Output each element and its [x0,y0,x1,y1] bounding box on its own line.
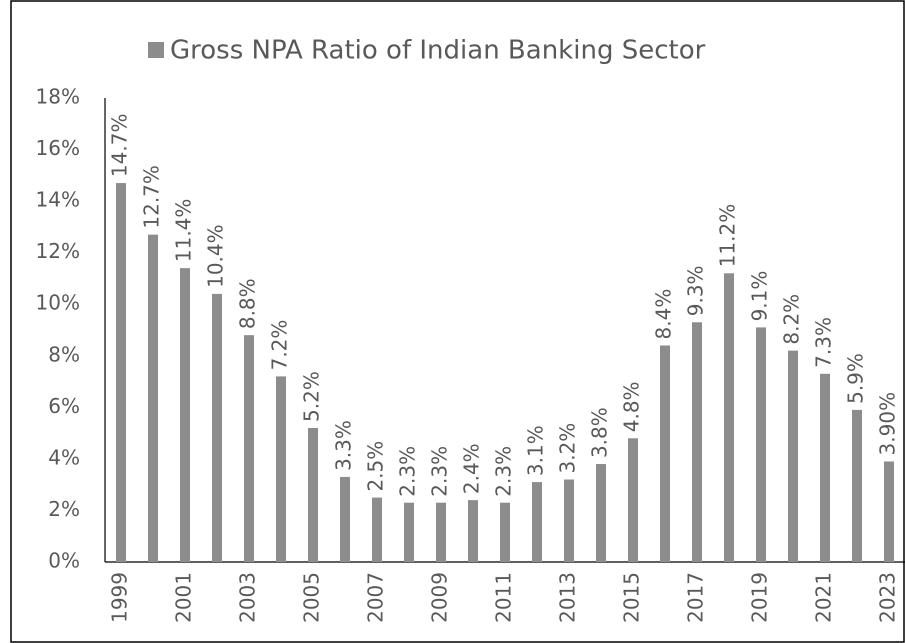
x-tick-label: 2021 [812,572,836,623]
x-tick-label: 2007 [364,572,388,623]
data-label: 5.9% [844,353,868,404]
x-tick-label: 2005 [300,572,324,623]
data-label: 12.7% [140,165,164,229]
y-tick-label: 4% [48,445,80,469]
bar [788,350,798,562]
x-tick-label: 2015 [620,572,644,623]
bar [148,234,158,562]
data-label: 2.4% [460,443,484,494]
data-label: 9.1% [748,271,772,322]
bar [116,183,126,563]
data-label: 11.4% [172,199,196,263]
bar [628,438,638,562]
data-label: 5.2% [300,371,324,422]
bar [884,461,894,562]
data-label: 2.3% [396,446,420,497]
x-tick-label: 2023 [876,572,900,623]
data-label: 2.5% [364,441,388,492]
data-label: 8.8% [236,278,260,329]
data-label: 3.3% [332,420,356,471]
bar [564,479,574,562]
bar [724,273,734,562]
x-tick-label: 2009 [428,572,452,623]
y-tick-label: 14% [36,188,80,212]
data-label: 7.3% [812,317,836,368]
data-label: 11.2% [716,204,740,268]
bar [692,322,702,562]
bar [212,293,222,562]
x-tick-label: 2019 [748,572,772,623]
y-tick-label: 18% [36,85,80,109]
data-label: 3.2% [556,423,580,474]
data-label: 3.1% [524,425,548,476]
y-tick-label: 6% [48,394,80,418]
data-label: 9.3% [684,265,708,316]
legend-swatch [148,42,164,58]
bar [372,497,382,562]
data-label: 2.3% [428,446,452,497]
x-tick-label: 2011 [492,572,516,623]
bar [820,373,830,562]
data-label: 10.4% [204,224,228,288]
data-label: 3.8% [588,407,612,458]
data-label: 8.4% [652,289,676,340]
bar [404,502,414,562]
bar [276,376,286,562]
data-label: 8.2% [780,294,804,345]
chart-border [10,0,905,643]
legend-label: Gross NPA Ratio of Indian Banking Sector [170,36,706,66]
y-tick-label: 2% [48,497,80,521]
y-tick-label: 8% [48,342,80,366]
x-tick-label: 1999 [108,572,132,623]
bar [500,502,510,562]
data-label: 7.2% [268,320,292,371]
bar [468,500,478,562]
bar [852,409,862,562]
x-tick-label: 2013 [556,572,580,623]
bar [180,268,190,562]
x-tick-label: 2003 [236,572,260,623]
bar [436,502,446,562]
data-label: 4.8% [620,381,644,432]
y-tick-label: 0% [48,549,80,573]
bar [596,464,606,562]
y-tick-label: 10% [36,291,80,315]
bar [244,335,254,562]
data-label: 2.3% [492,446,516,497]
bar [308,427,318,562]
y-tick-label: 12% [36,239,80,263]
x-tick-label: 2017 [684,572,708,623]
bar [340,476,350,562]
y-tick-label: 16% [36,136,80,160]
x-tick-label: 2001 [172,572,196,623]
data-label: 14.7% [108,114,132,178]
bar [532,482,542,562]
data-label: 3.90% [876,392,900,456]
bar [660,345,670,562]
bar [756,327,766,562]
